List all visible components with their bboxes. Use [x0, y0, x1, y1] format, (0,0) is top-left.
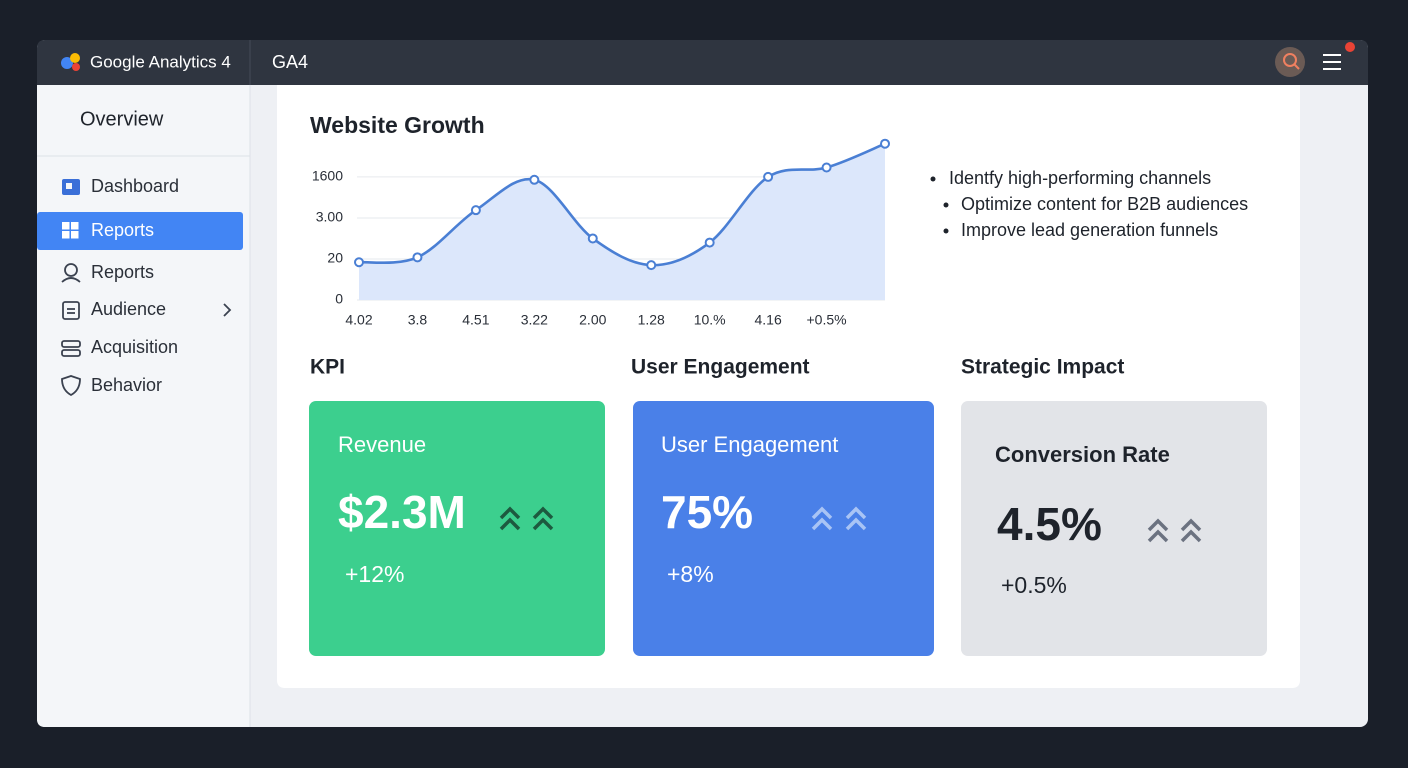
- kpi-label: User Engagement: [661, 432, 838, 457]
- sidebar-title: Overview: [80, 108, 164, 130]
- kpi-value: $2.3M: [338, 486, 466, 538]
- x-tick-label: +0.5%: [807, 312, 847, 328]
- property-name[interactable]: GA4: [272, 52, 308, 72]
- nav-label[interactable]: Reports: [91, 220, 154, 240]
- line: [358, 142, 886, 267]
- trend-icon: [1147, 518, 1202, 543]
- chart-title: Website Growth: [310, 112, 485, 138]
- x-tick-label: 4.02: [345, 312, 372, 328]
- kpi-change: +0.5%: [1001, 572, 1067, 598]
- x-tick-label: 4.51: [462, 312, 489, 328]
- x-tick-label: 3.22: [521, 312, 548, 328]
- insight: Identfy high-performing channels: [949, 168, 1211, 188]
- menu-button[interactable]: [1323, 54, 1341, 70]
- nav-item[interactable]: Audience: [62, 299, 232, 320]
- point: [529, 174, 540, 185]
- avatar[interactable]: [1275, 47, 1305, 77]
- y-tick-label: 0: [335, 291, 343, 307]
- y-tick-label: 3.00: [316, 209, 343, 225]
- app-name: Google Analytics 4: [90, 52, 231, 71]
- insight-list: Identfy high-performing channels Optimiz…: [930, 168, 1248, 240]
- logo: [61, 53, 80, 71]
- nav-item[interactable]: Dashboard: [62, 176, 179, 196]
- insight: Improve lead generation funnels: [961, 220, 1218, 240]
- y-tick-label: 1600: [312, 168, 343, 184]
- nav-item[interactable]: Acquisition: [61, 337, 178, 357]
- kpi-value: 75%: [661, 486, 753, 538]
- nav-item[interactable]: Reports: [37, 212, 243, 250]
- kpi-card: Conversion Rate 4.5% +0.5%: [961, 401, 1267, 656]
- point: [646, 260, 657, 271]
- kpi-card: User Engagement 75% +8%: [633, 401, 934, 656]
- x-tick-label: 3.8: [408, 312, 428, 328]
- x-tick-label: 1.28: [638, 312, 665, 328]
- top-bar: [37, 40, 1368, 85]
- nav-label[interactable]: Behavior: [91, 375, 162, 395]
- trend-icon: [499, 506, 554, 531]
- section-heading: KPI: [310, 356, 345, 379]
- nav-label[interactable]: Reports: [91, 262, 154, 282]
- point: [763, 171, 774, 182]
- kpi-label: Revenue: [338, 432, 426, 457]
- kpi-value: 4.5%: [997, 498, 1102, 550]
- kpi-card: Revenue $2.3M +12%: [309, 401, 605, 656]
- x-tick-label: 10.%: [694, 312, 726, 328]
- kpi-label: Conversion Rate: [995, 442, 1170, 467]
- point: [880, 138, 890, 149]
- nav-label[interactable]: Dashboard: [91, 176, 179, 196]
- nav-item[interactable]: Reports: [61, 262, 154, 283]
- point: [470, 205, 481, 216]
- kpi-change: +12%: [345, 561, 404, 587]
- x-tick-label: 2.00: [579, 312, 606, 328]
- insight: Optimize content for B2B audiences: [961, 194, 1248, 214]
- point: [587, 233, 598, 244]
- point: [821, 162, 832, 173]
- area-fill: [359, 143, 885, 300]
- point: [704, 237, 715, 248]
- point: [354, 257, 364, 268]
- notification-dot: [1345, 42, 1355, 52]
- y-tick-label: 20: [327, 250, 343, 266]
- trend-icon: [811, 506, 867, 531]
- nav-item[interactable]: Behavior: [61, 375, 162, 397]
- kpi-change: +8%: [667, 561, 714, 587]
- x-tick-label: 4.16: [754, 312, 781, 328]
- section-heading: Strategic Impact: [961, 356, 1124, 379]
- point: [412, 252, 423, 263]
- nav-label[interactable]: Acquisition: [91, 337, 178, 357]
- nav-label[interactable]: Audience: [91, 299, 166, 319]
- chart: 0 20 3.00 1600 4.02 3.8 4.51 3.22 2.00 1.28 10.% 4.…: [312, 138, 890, 328]
- section-heading: User Engagement: [631, 356, 810, 379]
